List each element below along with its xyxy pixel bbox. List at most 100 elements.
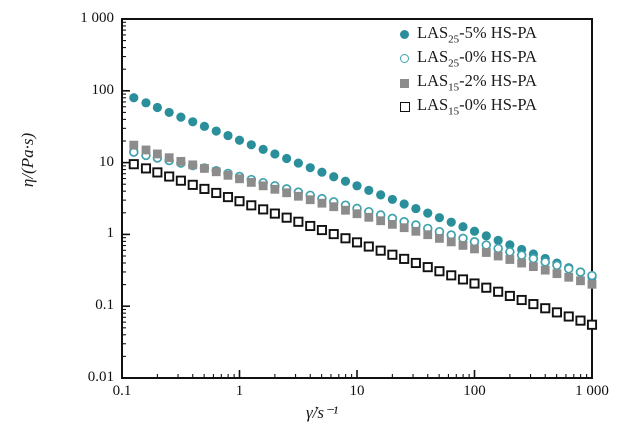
data-point (564, 272, 574, 282)
series-0 (129, 93, 597, 282)
data-point (563, 311, 574, 322)
data-point (234, 196, 245, 207)
data-point (469, 278, 480, 289)
x-tick-label: 0.1 (112, 383, 132, 399)
data-point (341, 205, 350, 215)
data-point (188, 117, 198, 127)
data-point (351, 237, 363, 248)
data-point (223, 170, 233, 180)
data-point (587, 279, 597, 289)
data-point (175, 175, 186, 186)
data-point (211, 167, 221, 177)
data-point (329, 172, 339, 182)
data-point (128, 159, 139, 170)
data-point (352, 181, 362, 191)
x-tick-label: 1 (235, 383, 244, 399)
legend-item-las25-5[interactable]: LAS25-5% HS-PA (396, 22, 537, 46)
y-tick-label: 0.01 (87, 369, 114, 385)
data-point (246, 200, 257, 211)
legend-label-las15-2: LAS15-2% HS-PA (417, 70, 537, 94)
data-point (387, 249, 398, 260)
data-point (446, 217, 456, 227)
data-point (481, 231, 491, 241)
data-point (129, 93, 139, 103)
data-point (575, 315, 586, 326)
data-point (141, 98, 151, 108)
data-point (211, 187, 222, 198)
data-point (586, 319, 598, 330)
data-point (364, 185, 374, 196)
legend-item-las15-0[interactable]: LAS15-0% HS-PA (396, 94, 537, 118)
data-point (258, 204, 269, 215)
data-point (470, 244, 479, 254)
data-point (587, 270, 597, 281)
data-point (399, 253, 410, 264)
data-point (176, 112, 186, 122)
data-point (141, 145, 151, 155)
data-point (446, 237, 456, 247)
data-point (317, 198, 327, 208)
data-point (493, 286, 504, 297)
data-point (387, 194, 397, 205)
data-point (504, 290, 515, 301)
data-point (282, 153, 292, 164)
axis-ticks (121, 18, 593, 379)
data-point (305, 195, 315, 205)
data-point (164, 171, 175, 182)
y-tick-label: 100 (91, 81, 115, 98)
data-point (493, 235, 503, 245)
data-point (575, 267, 586, 277)
data-point (411, 226, 421, 236)
data-point (364, 212, 374, 222)
data-point (340, 176, 351, 186)
data-point (269, 208, 280, 219)
data-point (458, 240, 468, 250)
data-point (505, 255, 515, 264)
data-point (223, 130, 233, 141)
data-point (435, 233, 444, 243)
y-tick-label: 1 000 (80, 10, 114, 26)
data-point (316, 224, 327, 236)
data-point (399, 223, 409, 233)
data-point (423, 208, 433, 218)
data-point (152, 102, 162, 113)
filled-circle-marker-icon (396, 27, 414, 41)
data-point (376, 216, 386, 226)
data-point (222, 192, 234, 203)
data-point (528, 262, 538, 272)
y-tick-label: 0.1 (95, 297, 114, 314)
data-point (481, 282, 492, 293)
data-point (317, 167, 327, 177)
data-point (293, 158, 303, 168)
data-point (493, 243, 503, 254)
data-point (552, 269, 562, 279)
data-point (282, 188, 292, 198)
open-circle-marker-icon (396, 51, 414, 65)
data-point (481, 240, 492, 250)
data-point (187, 179, 198, 190)
series-3 (128, 159, 598, 330)
data-point (469, 226, 480, 236)
y-tick-label: 1 (106, 225, 115, 242)
x-axis-label: γ̇/s⁻¹ (242, 403, 402, 423)
filled-square-marker-icon (396, 75, 414, 89)
data-point (258, 181, 268, 191)
legend-label-las25-5: LAS25-5% HS-PA (417, 22, 537, 46)
data-point (422, 262, 433, 273)
series-2 (129, 140, 597, 289)
y-tick-label: 10 (99, 153, 114, 170)
data-point (270, 184, 280, 194)
data-point (540, 303, 551, 314)
data-point (458, 222, 468, 232)
data-point (481, 248, 491, 257)
data-point (516, 294, 527, 306)
legend-item-las25-0[interactable]: LAS25-0% HS-PA (396, 46, 537, 70)
x-axis-label-text: γ̇/s⁻¹ (305, 403, 339, 422)
data-point (528, 253, 539, 264)
data-point (258, 144, 268, 154)
data-point (540, 257, 550, 267)
legend-item-las15-2[interactable]: LAS15-2% HS-PA (396, 70, 537, 94)
data-point (540, 265, 550, 275)
